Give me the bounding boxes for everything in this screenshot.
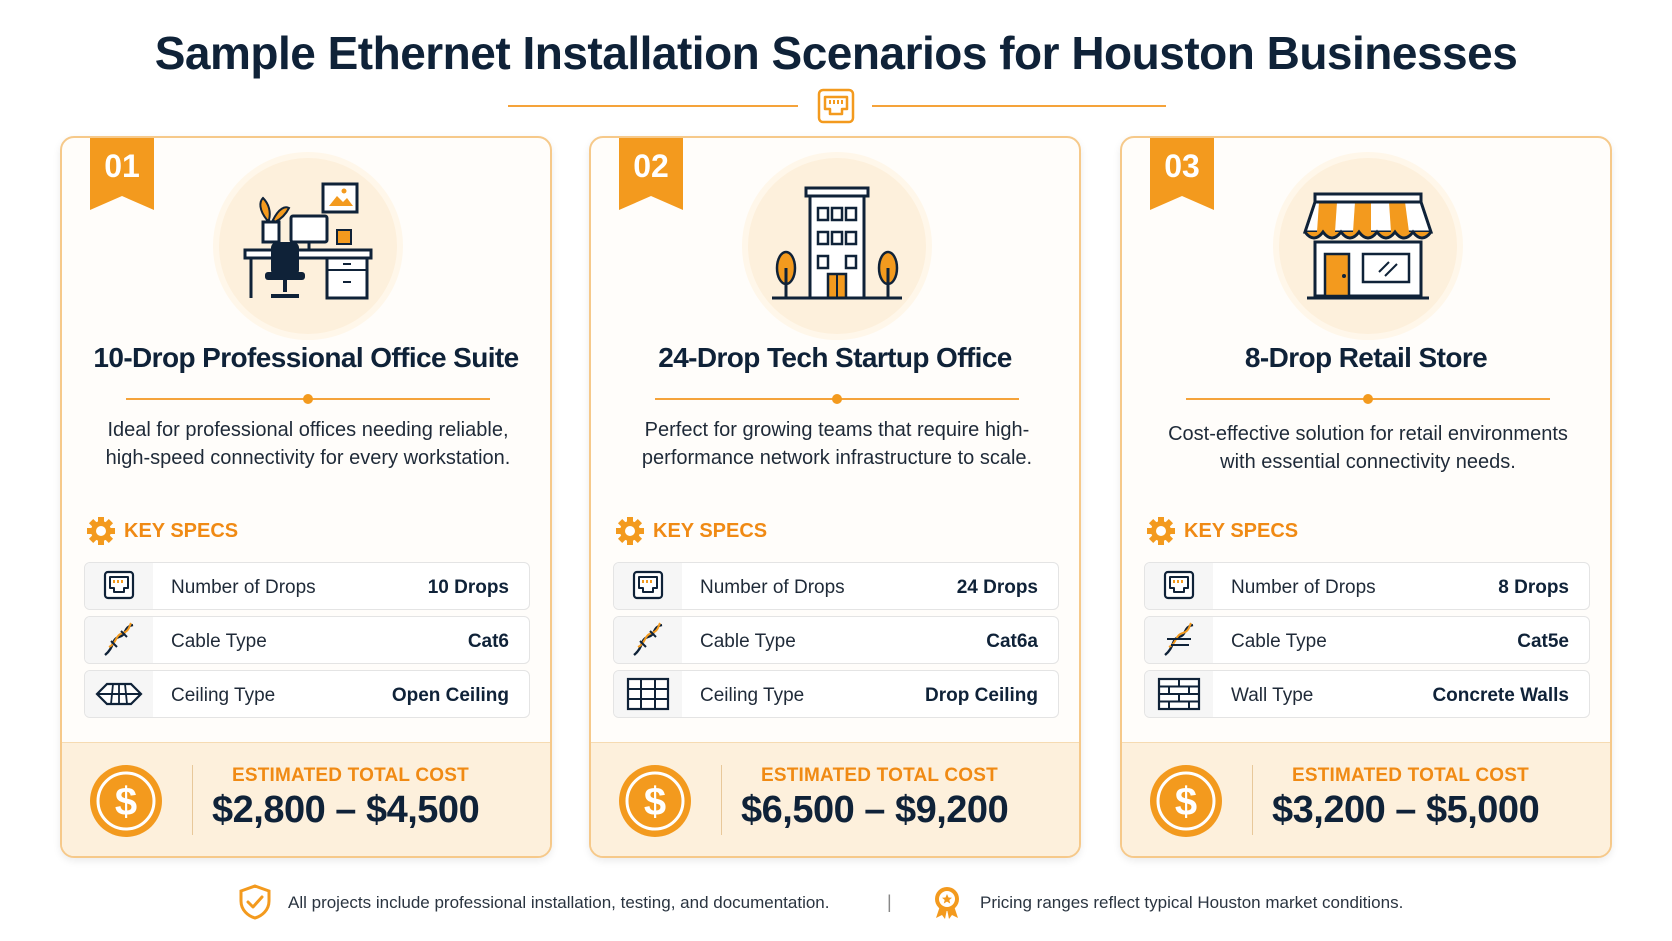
shield-check-icon — [238, 884, 272, 925]
cost-value: $3,200 – $5,000 — [1272, 789, 1540, 831]
cost-value: $6,500 – $9,200 — [741, 789, 1009, 831]
cable-icon — [614, 617, 682, 663]
cost-label: ESTIMATED TOTAL COST — [232, 765, 469, 786]
ethernet-port-icon — [1145, 563, 1213, 609]
cost-label: ESTIMATED TOTAL COST — [761, 765, 998, 786]
scenario-number-ribbon: 03 — [1150, 138, 1214, 210]
scenario-card-office: 01 1 — [60, 136, 552, 858]
card-description: Ideal for professional offices needing r… — [105, 419, 511, 469]
spec-row-drops: Number of Drops 10 Drops — [84, 562, 530, 610]
footer-note-installation: All projects include professional instal… — [288, 893, 830, 912]
spec-row-wall: Wall Type Concrete Walls — [1144, 670, 1590, 718]
ethernet-port-icon — [614, 563, 682, 609]
footer-notes: All projects include professional instal… — [0, 884, 1672, 920]
card-divider — [126, 394, 490, 404]
brick-wall-icon — [1145, 671, 1213, 717]
estimated-cost-panel: $ ESTIMATED TOTAL COST $3,200 – $5,000 — [1122, 742, 1610, 856]
drop-ceiling-icon — [614, 671, 682, 717]
footer-separator: | — [887, 892, 892, 912]
spec-row-cable: Cable Type Cat5e — [1144, 616, 1590, 664]
cost-value: $2,800 – $4,500 — [212, 789, 480, 831]
gear-icon — [616, 517, 644, 545]
cost-label: ESTIMATED TOTAL COST — [1292, 765, 1529, 786]
award-badge-icon — [930, 884, 964, 925]
footer-note-pricing: Pricing ranges reflect typical Houston m… — [980, 893, 1404, 912]
cable-icon — [1145, 617, 1213, 663]
svg-text:$: $ — [1175, 780, 1197, 824]
office-building-icon — [748, 158, 926, 334]
spec-row-drops: Number of Drops 8 Drops — [1144, 562, 1590, 610]
card-divider — [655, 394, 1019, 404]
spec-row-ceiling: Ceiling Type Drop Ceiling — [613, 670, 1059, 718]
card-description: Cost-effective solution for retail envir… — [1168, 423, 1568, 473]
card-title: 8-Drop Retail Store — [1244, 342, 1488, 373]
scenario-card-retail: 03 8-Drop Retail Store Cost-effective so… — [1120, 136, 1612, 858]
spec-row-cable: Cable Type Cat6a — [613, 616, 1059, 664]
dollar-coin-icon: $ — [90, 765, 162, 837]
open-ceiling-icon — [85, 671, 153, 717]
spec-row-drops: Number of Drops 24 Drops — [613, 562, 1059, 610]
card-title: 10-Drop Professional Office Suite — [93, 342, 519, 373]
card-divider — [1186, 394, 1550, 404]
dollar-coin-icon: $ — [1150, 765, 1222, 837]
gear-icon — [1147, 517, 1175, 545]
estimated-cost-panel: $ ESTIMATED TOTAL COST $6,500 – $9,200 — [591, 742, 1079, 856]
estimated-cost-panel: $ ESTIMATED TOTAL COST $2,800 – $4,500 — [62, 742, 550, 856]
scenario-card-startup: 02 24-Drop Tech Startup Office Perfect f… — [589, 136, 1081, 858]
card-title: 24-Drop Tech Startup Office — [658, 342, 1012, 373]
spec-row-ceiling: Ceiling Type Open Ceiling — [84, 670, 530, 718]
page-title: Sample Ethernet Installation Scenarios f… — [154, 27, 1518, 79]
svg-text:$: $ — [115, 780, 137, 824]
title-divider — [0, 88, 1672, 124]
cable-icon — [85, 617, 153, 663]
ethernet-port-icon — [85, 563, 153, 609]
gear-icon — [87, 517, 115, 545]
card-description: Perfect for growing teams that require h… — [641, 419, 1033, 469]
ethernet-port-icon — [816, 88, 856, 124]
dollar-coin-icon: $ — [619, 765, 691, 837]
spec-row-cable: Cable Type Cat6 — [84, 616, 530, 664]
svg-text:$: $ — [644, 780, 666, 824]
office-desk-icon — [219, 158, 397, 334]
retail-store-icon — [1279, 158, 1457, 334]
scenario-number-ribbon: 01 — [90, 138, 154, 210]
scenario-number-ribbon: 02 — [619, 138, 683, 210]
